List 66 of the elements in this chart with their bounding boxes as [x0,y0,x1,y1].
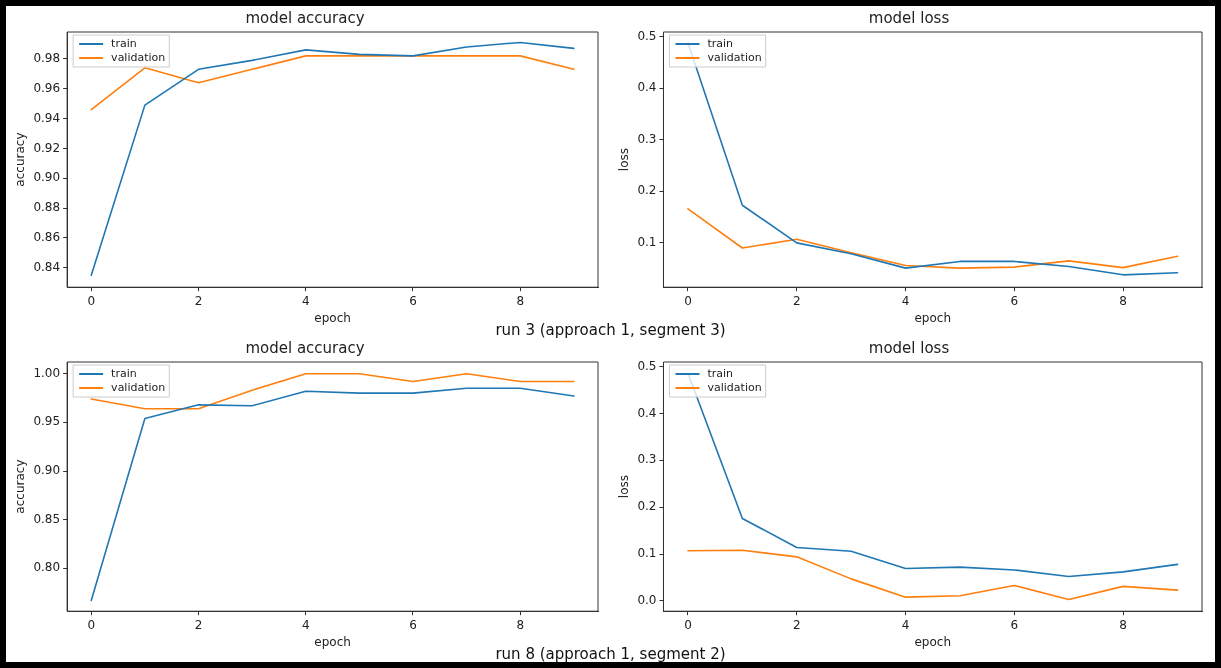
y-tick-label: 0.2 [637,499,657,514]
y-tick-label: 0.1 [637,546,657,561]
x-tick-label: 0 [87,617,96,632]
x-tick-label: 0 [87,293,96,308]
chart-title: model loss [868,338,950,357]
legend-label: train [707,36,734,50]
x-tick-label: 0 [684,293,692,308]
y-tick-label: 0.4 [637,80,657,95]
y-tick-label: 0.80 [33,560,61,575]
legend-label: validation [111,50,166,64]
x-tick-label: 6 [409,617,417,632]
y-tick-label: 0.1 [637,234,657,249]
y-axis-title: accuracy [13,132,28,187]
chart-title: model accuracy [245,8,365,27]
y-tick-label: 0.92 [33,140,61,155]
y-tick-label: 0.5 [637,358,657,373]
x-tick-label: 4 [301,617,310,632]
x-tick-label: 4 [901,293,910,308]
y-tick-label: 0.84 [33,259,61,274]
x-tick-label: 4 [301,293,310,308]
chart-title: model accuracy [245,338,365,357]
y-tick-label: 0.88 [33,200,61,215]
y-tick-label: 0.90 [33,463,61,478]
y-tick-label: 0.3 [637,131,657,146]
y-tick-label: 0.96 [33,80,61,95]
x-axis-title: epoch [314,310,351,325]
x-tick-label: 8 [516,617,525,632]
legend-label: validation [707,50,762,64]
x-tick-label: 0 [684,617,692,632]
x-tick-label: 8 [1119,293,1127,308]
y-tick-label: 0.86 [33,230,61,245]
legend-label: train [707,366,734,380]
x-tick-label: 6 [409,293,417,308]
y-tick-label: 0.94 [33,110,61,125]
y-tick-label: 1.00 [33,365,61,380]
y-tick-label: 0.3 [637,452,657,467]
x-axis-title: epoch [314,634,351,649]
legend-label: train [111,36,137,50]
x-tick-label: 4 [901,617,910,632]
x-tick-label: 2 [792,293,801,308]
x-tick-label: 2 [194,293,203,308]
x-tick-label: 6 [1010,293,1019,308]
y-tick-label: 0.0 [637,593,657,608]
y-tick-label: 0.98 [33,50,61,65]
x-tick-label: 8 [1119,617,1127,632]
text: run 3 (approach 1, segment 3) [495,321,726,339]
y-tick-label: 0.5 [637,28,657,43]
x-axis-title: epoch [914,634,952,649]
y-tick-label: 0.2 [637,183,657,198]
y-tick-label: 0.90 [33,170,61,185]
y-tick-label: 0.95 [33,414,61,429]
y-axis-title: accuracy [13,459,28,514]
x-axis-title: epoch [914,310,952,325]
x-tick-label: 2 [792,617,801,632]
text: run 8 (approach 1, segment 2) [495,645,726,663]
y-axis-title: loss [617,148,632,172]
x-tick-label: 2 [194,617,203,632]
chart-title: model loss [868,8,950,27]
y-tick-label: 0.85 [33,511,61,526]
x-tick-label: 6 [1010,617,1019,632]
x-tick-label: 8 [516,293,525,308]
legend-label: train [111,366,137,380]
legend-label: validation [111,380,166,394]
y-tick-label: 0.4 [637,405,657,420]
legend-label: validation [707,380,762,394]
y-axis-title: loss [617,475,632,499]
